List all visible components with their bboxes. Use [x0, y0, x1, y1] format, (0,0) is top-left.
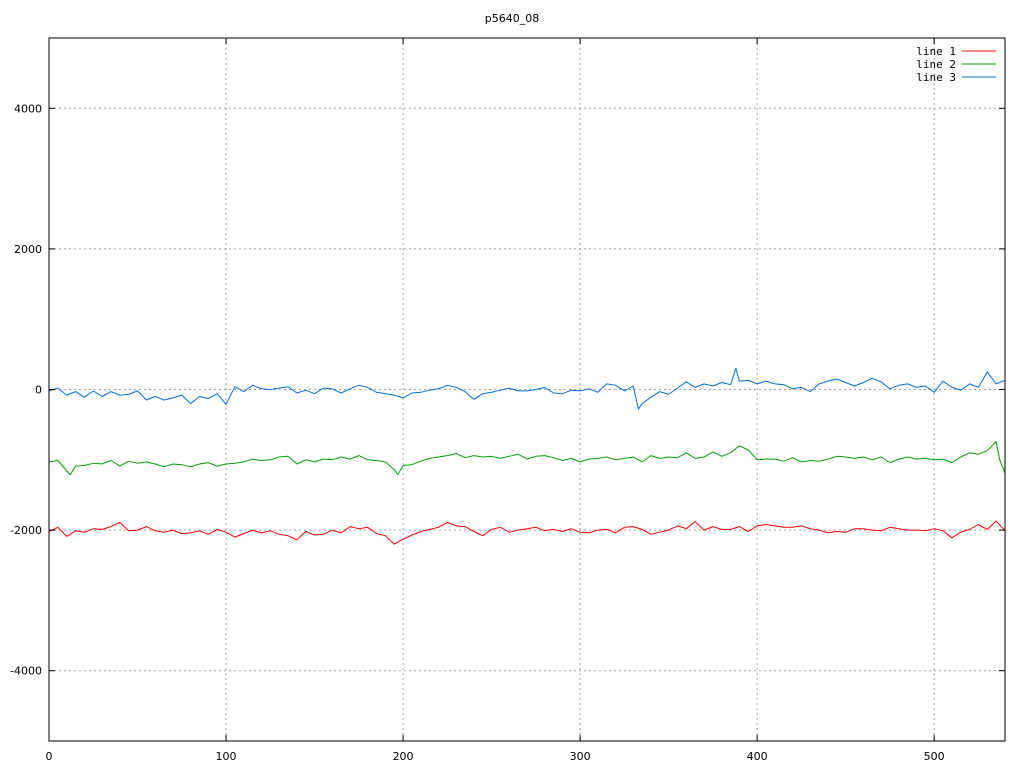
y-tick-label: 0 — [35, 384, 42, 397]
y-tick-label: 4000 — [14, 102, 42, 115]
chart-title: p5640_08 — [485, 12, 539, 25]
plot-frame — [48, 37, 1006, 742]
legend-label: line 2 — [916, 58, 956, 71]
axis-ticks: 0 100 200 300 400 500 -4000 -2000 0 2000 4000 — [10, 38, 1005, 763]
y-tick-label: -4000 — [10, 665, 42, 678]
series-line-1 — [48, 520, 1006, 545]
x-tick-label: 200 — [393, 750, 414, 763]
legend-label: line 3 — [916, 71, 956, 84]
x-tick-label: 300 — [570, 750, 591, 763]
x-tick-label: 400 — [747, 750, 768, 763]
series-line-3 — [48, 367, 1006, 410]
y-tick-label: 2000 — [14, 243, 42, 256]
y-tick-label: -2000 — [10, 524, 42, 537]
legend-label: line 1 — [916, 45, 956, 58]
data-series — [48, 367, 1006, 545]
series-line-2 — [48, 441, 1006, 476]
x-tick-label: 100 — [216, 750, 237, 763]
x-tick-label: 500 — [924, 750, 945, 763]
x-tick-label: 0 — [46, 750, 53, 763]
grid-lines — [49, 38, 1005, 741]
